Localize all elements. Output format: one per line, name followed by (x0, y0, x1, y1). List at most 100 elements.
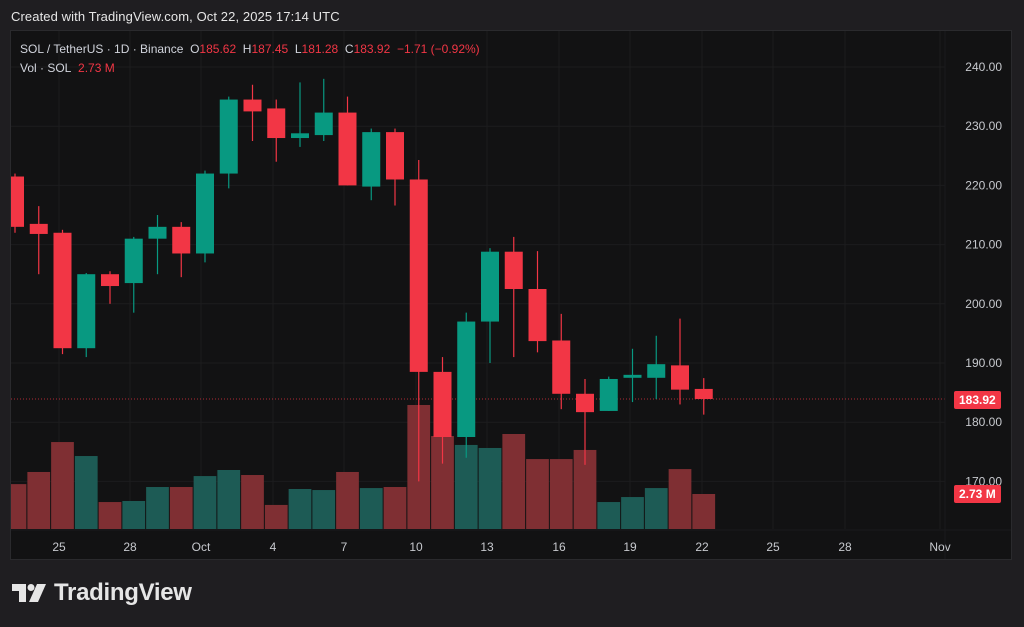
price-tick-label: 210.00 (965, 238, 1002, 252)
price-tick-label: 190.00 (965, 356, 1002, 370)
candle[interactable] (647, 364, 666, 378)
legend-ohlc-row: SOL / TetherUS · 1D · Binance O185.62 H1… (20, 40, 480, 59)
volume-bar (336, 471, 359, 529)
time-tick-label: 7 (341, 540, 348, 554)
brand-name: TradingView (54, 579, 192, 606)
volume-bar (264, 504, 288, 529)
candle[interactable] (243, 99, 262, 112)
volume-bar (288, 488, 312, 529)
volume-tag: 2.73 M (954, 485, 1001, 503)
candle[interactable] (219, 99, 238, 174)
candle[interactable] (362, 132, 381, 187)
tradingview-logo-icon (12, 584, 46, 602)
volume-bar (644, 488, 668, 529)
price-tick-label: 240.00 (965, 60, 1002, 74)
volume-bar (27, 471, 51, 529)
volume-bar (383, 487, 407, 529)
close-label: C (344, 42, 354, 56)
open-label: O (190, 42, 200, 56)
volume-bar (51, 442, 74, 529)
candle[interactable] (53, 232, 72, 349)
low-label: L (294, 42, 302, 56)
volume-bar (692, 494, 716, 529)
candle[interactable] (504, 251, 523, 289)
volume-bar (169, 487, 193, 529)
high-label: H (242, 42, 252, 56)
candle[interactable] (552, 340, 571, 394)
candle[interactable] (433, 371, 452, 437)
price-tick-label: 220.00 (965, 178, 1002, 192)
candle[interactable] (196, 173, 214, 254)
candle[interactable] (101, 274, 119, 287)
candle[interactable] (314, 112, 333, 136)
low-value: 181.28 (301, 42, 339, 56)
candle[interactable] (172, 226, 191, 254)
volume-bar (597, 502, 621, 529)
candle[interactable] (694, 388, 713, 399)
change-value: −1.71 (−0.92%) (396, 42, 480, 56)
volume-bar (431, 435, 454, 529)
high-value: 187.45 (251, 42, 289, 56)
volume-bar (122, 500, 146, 529)
volume-bar (359, 488, 383, 529)
price-tick-label: 200.00 (965, 297, 1002, 311)
volume-value: 2.73 M (78, 61, 115, 75)
volume-bar (668, 469, 692, 529)
tradingview-brand[interactable]: TradingView (12, 579, 192, 607)
volume-bar (98, 502, 122, 529)
volume-label[interactable]: Vol · SOL (20, 61, 72, 75)
candle[interactable] (124, 238, 143, 284)
time-tick-label: 19 (623, 540, 637, 554)
volume-bar (502, 434, 526, 529)
last-price-tag: 183.92 (954, 391, 1001, 409)
price-tick-label: 230.00 (965, 119, 1002, 133)
time-tick-label: 10 (409, 540, 423, 554)
volume-bar (217, 470, 241, 529)
candle[interactable] (528, 289, 547, 342)
candle[interactable] (267, 108, 286, 139)
candle[interactable] (623, 374, 642, 378)
volume-bar (573, 449, 597, 529)
volume-bar (146, 487, 169, 529)
price-tick-label: 180.00 (965, 415, 1002, 429)
candle[interactable] (77, 274, 96, 349)
candle[interactable] (671, 365, 689, 390)
legend-volume-row: Vol · SOL 2.73 M (20, 59, 480, 78)
time-tick-label: 16 (552, 540, 566, 554)
candle[interactable] (599, 378, 618, 411)
time-tick-label: 4 (270, 540, 277, 554)
candle[interactable] (338, 112, 357, 186)
time-tick-label: 28 (123, 540, 137, 554)
candle[interactable] (576, 393, 594, 413)
open-value: 185.62 (199, 42, 237, 56)
candle[interactable] (148, 226, 167, 239)
volume-bar (621, 497, 644, 529)
time-tick-label: 25 (52, 540, 66, 554)
candle[interactable] (481, 251, 499, 322)
candle[interactable] (386, 132, 404, 180)
volume-bar (241, 475, 264, 529)
volume-bar (549, 459, 573, 529)
price-tick-label: 170.00 (965, 474, 1002, 488)
volume-bar (193, 476, 217, 529)
time-tick-label: 28 (838, 540, 852, 554)
candle[interactable] (457, 321, 476, 437)
symbol-legend: SOL / TetherUS · 1D · Binance O185.62 H1… (20, 40, 480, 78)
time-tick-label: 13 (480, 540, 494, 554)
candle[interactable] (409, 179, 428, 372)
close-value: 183.92 (353, 42, 391, 56)
time-tick-label: Nov (929, 540, 950, 554)
volume-bar (526, 459, 549, 529)
chart-credit: Created with TradingView.com, Oct 22, 20… (11, 9, 340, 24)
candle[interactable] (291, 133, 309, 139)
candle[interactable] (6, 176, 24, 227)
symbol-name[interactable]: SOL / TetherUS · 1D · Binance (20, 42, 184, 56)
volume-bar (74, 456, 98, 529)
time-tick-label: Oct (192, 540, 211, 554)
volume-bar (454, 444, 478, 529)
candle[interactable] (29, 223, 48, 234)
volume-bar (11, 484, 27, 529)
volume-bar (312, 490, 336, 529)
volume-bar (478, 447, 502, 529)
